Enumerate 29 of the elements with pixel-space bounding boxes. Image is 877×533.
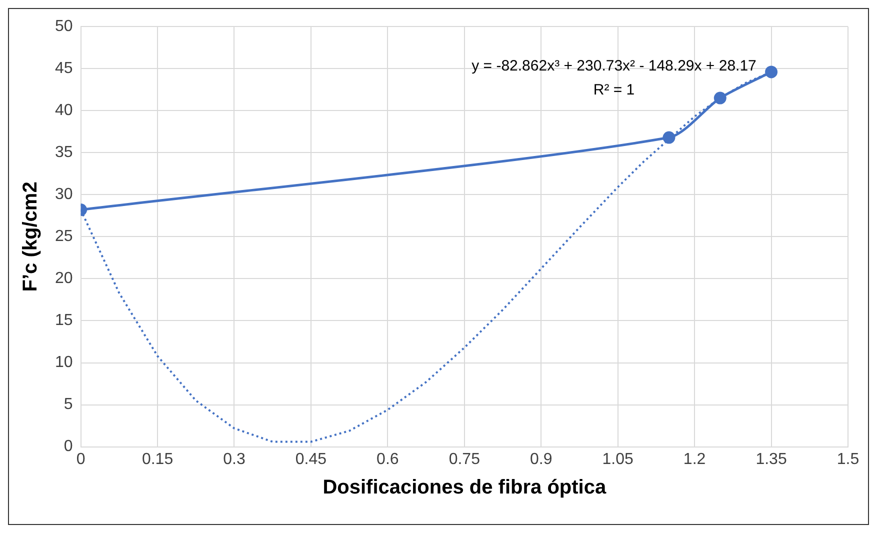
x-tick-label: 1.05 xyxy=(602,450,634,468)
y-tick-label: 35 xyxy=(55,144,73,162)
x-tick-label: 1.2 xyxy=(683,450,706,468)
x-tick-label: 0.6 xyxy=(376,450,399,468)
point xyxy=(765,66,778,78)
y-tick-label: 15 xyxy=(55,312,73,330)
x-tick-label: 0.9 xyxy=(530,450,552,468)
y-tick-label: 50 xyxy=(55,18,73,36)
x-tick-label: 0.45 xyxy=(295,450,327,468)
y-tick-label: 5 xyxy=(64,396,73,414)
x-tick-label: 0.75 xyxy=(448,450,480,468)
y-tick-label: 45 xyxy=(55,60,73,78)
y-tick-label: 40 xyxy=(55,102,73,120)
y-tick-label: 20 xyxy=(55,270,73,288)
x-tick-label: 0.3 xyxy=(223,450,246,468)
annotation: y = -82.862x³ + 230.73x² - 148.29x + 28.17 xyxy=(472,58,756,75)
x-tick-label: 1.5 xyxy=(836,450,860,468)
point xyxy=(662,131,676,144)
point xyxy=(714,92,726,104)
y-tick-label: 10 xyxy=(55,354,73,372)
x-tick-label: 1.35 xyxy=(756,450,787,468)
x-tick-label: 0 xyxy=(76,450,86,468)
y-tick-label: 30 xyxy=(55,186,73,204)
x-tick-label: 0.15 xyxy=(142,450,174,468)
x-axis-title: Dosificaciones de fibra óptica xyxy=(322,476,607,499)
annotation: R² = 1 xyxy=(593,82,635,99)
y-tick-label: 25 xyxy=(55,228,73,246)
y-tick-label: 0 xyxy=(64,438,73,456)
y-axis-title: F’c (kg/cm2 xyxy=(20,182,42,292)
